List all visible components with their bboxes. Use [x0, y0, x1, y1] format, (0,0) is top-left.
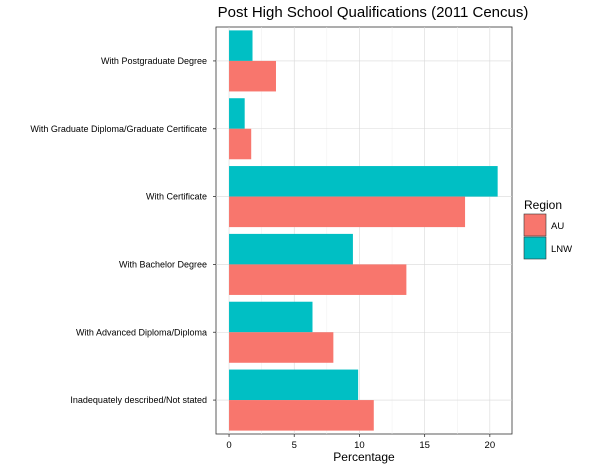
bar-au-0	[229, 60, 276, 92]
plot-panel	[215, 26, 513, 435]
y-tick-label: With Certificate	[146, 192, 207, 202]
bar-lnw-4	[229, 301, 313, 333]
bars	[229, 30, 498, 431]
bar-lnw-0	[229, 30, 253, 61]
legend-label-au: AU	[551, 221, 564, 232]
bar-au-1	[229, 128, 252, 160]
legend: Region AU LNW	[523, 198, 572, 260]
plot-panel-border	[215, 26, 513, 435]
bar-au-4	[229, 332, 334, 363]
y-tick-label: With Graduate Diploma/Graduate Certifica…	[30, 124, 207, 134]
legend-swatch-au	[523, 213, 547, 237]
legend-label-lnw: LNW	[551, 244, 572, 255]
x-tick-label: 15	[419, 440, 430, 451]
bar-lnw-3	[229, 233, 353, 265]
y-tick-label: With Bachelor Degree	[119, 259, 207, 269]
bar-au-2	[229, 196, 466, 228]
bar-lnw-1	[229, 98, 245, 129]
y-tick-label: With Advanced Diploma/Diploma	[76, 327, 207, 337]
x-tick-label: 20	[485, 440, 496, 451]
bar-au-3	[229, 264, 407, 295]
bar-lnw-5	[229, 369, 359, 401]
chart-title: Post High School Qualifications (2011 Ce…	[218, 4, 529, 21]
x-tick-label: 10	[354, 440, 365, 451]
x-tick-label: 5	[292, 440, 297, 451]
x-axis-title: Percentage	[333, 450, 395, 464]
legend-swatch-lnw	[523, 236, 547, 260]
x-axis-ticks: 0 5 10 15 20	[226, 434, 495, 451]
x-tick-label: 0	[226, 440, 231, 451]
y-axis-ticks: With Postgraduate Degree With Graduate Di…	[30, 56, 216, 405]
legend-items: AU LNW	[523, 213, 572, 260]
bar-lnw-2	[229, 166, 498, 197]
y-tick-label: With Postgraduate Degree	[101, 56, 207, 66]
y-tick-label: Inadequately described/Not stated	[70, 395, 207, 405]
bar-au-5	[229, 400, 374, 431]
legend-title: Region	[524, 198, 562, 212]
